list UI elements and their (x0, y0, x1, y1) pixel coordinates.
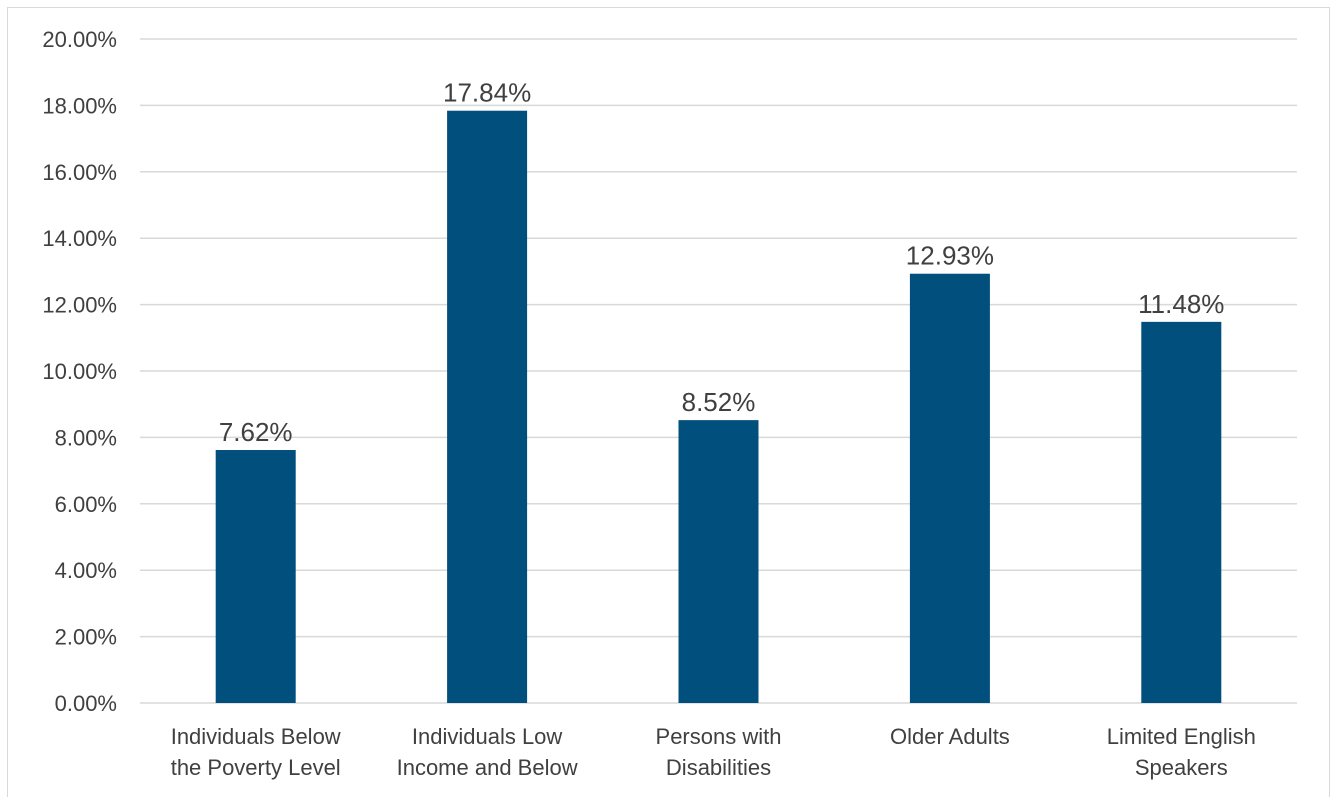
data-labels: 7.62% 17.84% 8.52% 12.93% 11.48% (219, 78, 1225, 447)
data-label: 11.48% (1138, 289, 1224, 319)
y-tick-label: 6.00% (55, 492, 117, 517)
y-tick-label: 0.00% (55, 691, 117, 716)
y-tick-label: 4.00% (55, 558, 117, 583)
bar (1141, 322, 1221, 703)
y-tick-label: 10.00% (42, 359, 117, 384)
y-tick-label: 12.00% (42, 293, 117, 318)
category-label: Speakers (1135, 755, 1228, 780)
category-label: Individuals Below (171, 724, 341, 749)
category-label: Income and Below (397, 755, 578, 780)
category-label: Disabilities (666, 755, 771, 780)
y-tick-label: 14.00% (42, 226, 117, 251)
x-axis-category-labels: Individuals Below the Poverty Level Indivi… (171, 724, 1256, 780)
y-tick-label: 8.00% (55, 425, 117, 450)
category-label: Older Adults (890, 724, 1010, 749)
bar (447, 111, 527, 703)
y-tick-label: 18.00% (42, 93, 117, 118)
data-label: 17.84% (443, 78, 531, 108)
data-label: 12.93% (906, 241, 994, 271)
data-label: 7.62% (219, 417, 293, 447)
bar (679, 420, 759, 703)
bar (910, 274, 990, 703)
y-tick-label: 20.00% (42, 27, 117, 52)
category-label: Persons with (656, 724, 782, 749)
y-axis-tick-labels: 0.00% 2.00% 4.00% 6.00% 8.00% 10.00% 12.00% 14.… (42, 27, 117, 716)
y-tick-label: 16.00% (42, 160, 117, 185)
category-label: Individuals Low (412, 724, 563, 749)
category-label: Limited English (1107, 724, 1256, 749)
category-label: the Poverty Level (171, 755, 341, 780)
bar (216, 450, 296, 703)
y-tick-label: 2.00% (55, 625, 117, 650)
data-label: 8.52% (682, 387, 756, 417)
